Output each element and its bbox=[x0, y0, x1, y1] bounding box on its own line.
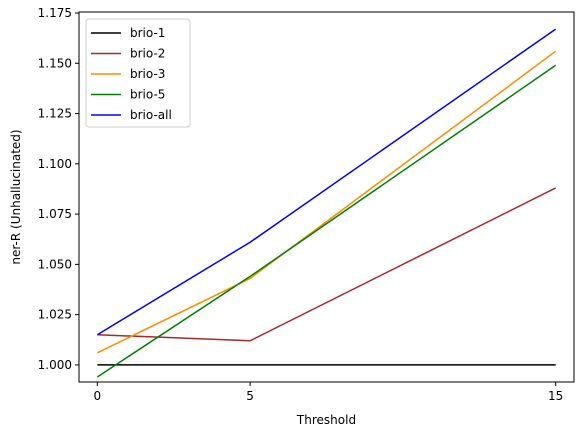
y-tick-label: 1.100 bbox=[38, 157, 72, 171]
series-line-brio-all bbox=[96, 28, 557, 336]
y-axis-ticks: 1.000 1.025 1.050 1.075 1.100 1.125 1.150 1.175 bbox=[38, 6, 79, 372]
legend-label-brio-1: brio-1 bbox=[130, 26, 165, 40]
legend-label-brio-5: brio-5 bbox=[130, 88, 165, 102]
y-tick-label: 1.150 bbox=[38, 56, 72, 70]
series-layer bbox=[96, 28, 557, 378]
legend-label-brio-all: brio-all bbox=[130, 108, 172, 122]
x-tick-label: 0 bbox=[94, 389, 102, 403]
y-tick-label: 1.075 bbox=[38, 207, 72, 221]
series-line-brio-2 bbox=[97, 187, 557, 342]
x-tick-label: 15 bbox=[548, 389, 563, 403]
series-line-brio-5 bbox=[96, 64, 557, 378]
series-line-brio-3 bbox=[97, 50, 557, 354]
plot-area-frame bbox=[78, 11, 575, 383]
y-tick-label: 1.025 bbox=[38, 308, 72, 322]
legend-label-brio-2: brio-2 bbox=[130, 47, 165, 61]
x-axis-label: Threshold bbox=[296, 413, 356, 427]
y-tick-label: 1.050 bbox=[38, 257, 72, 271]
legend: brio-1 brio-2 brio-3 brio-5 brio-all bbox=[85, 18, 191, 128]
x-tick-label: 5 bbox=[246, 389, 254, 403]
y-tick-label: 1.175 bbox=[38, 6, 72, 20]
legend-frame bbox=[85, 18, 191, 128]
x-axis-ticks: 0 5 15 bbox=[94, 382, 563, 403]
y-axis-label: ner-R (Unhallucinated) bbox=[9, 129, 23, 264]
y-tick-label: 1.125 bbox=[38, 107, 72, 121]
legend-label-brio-3: brio-3 bbox=[130, 67, 165, 81]
y-tick-label: 1.000 bbox=[38, 358, 72, 372]
